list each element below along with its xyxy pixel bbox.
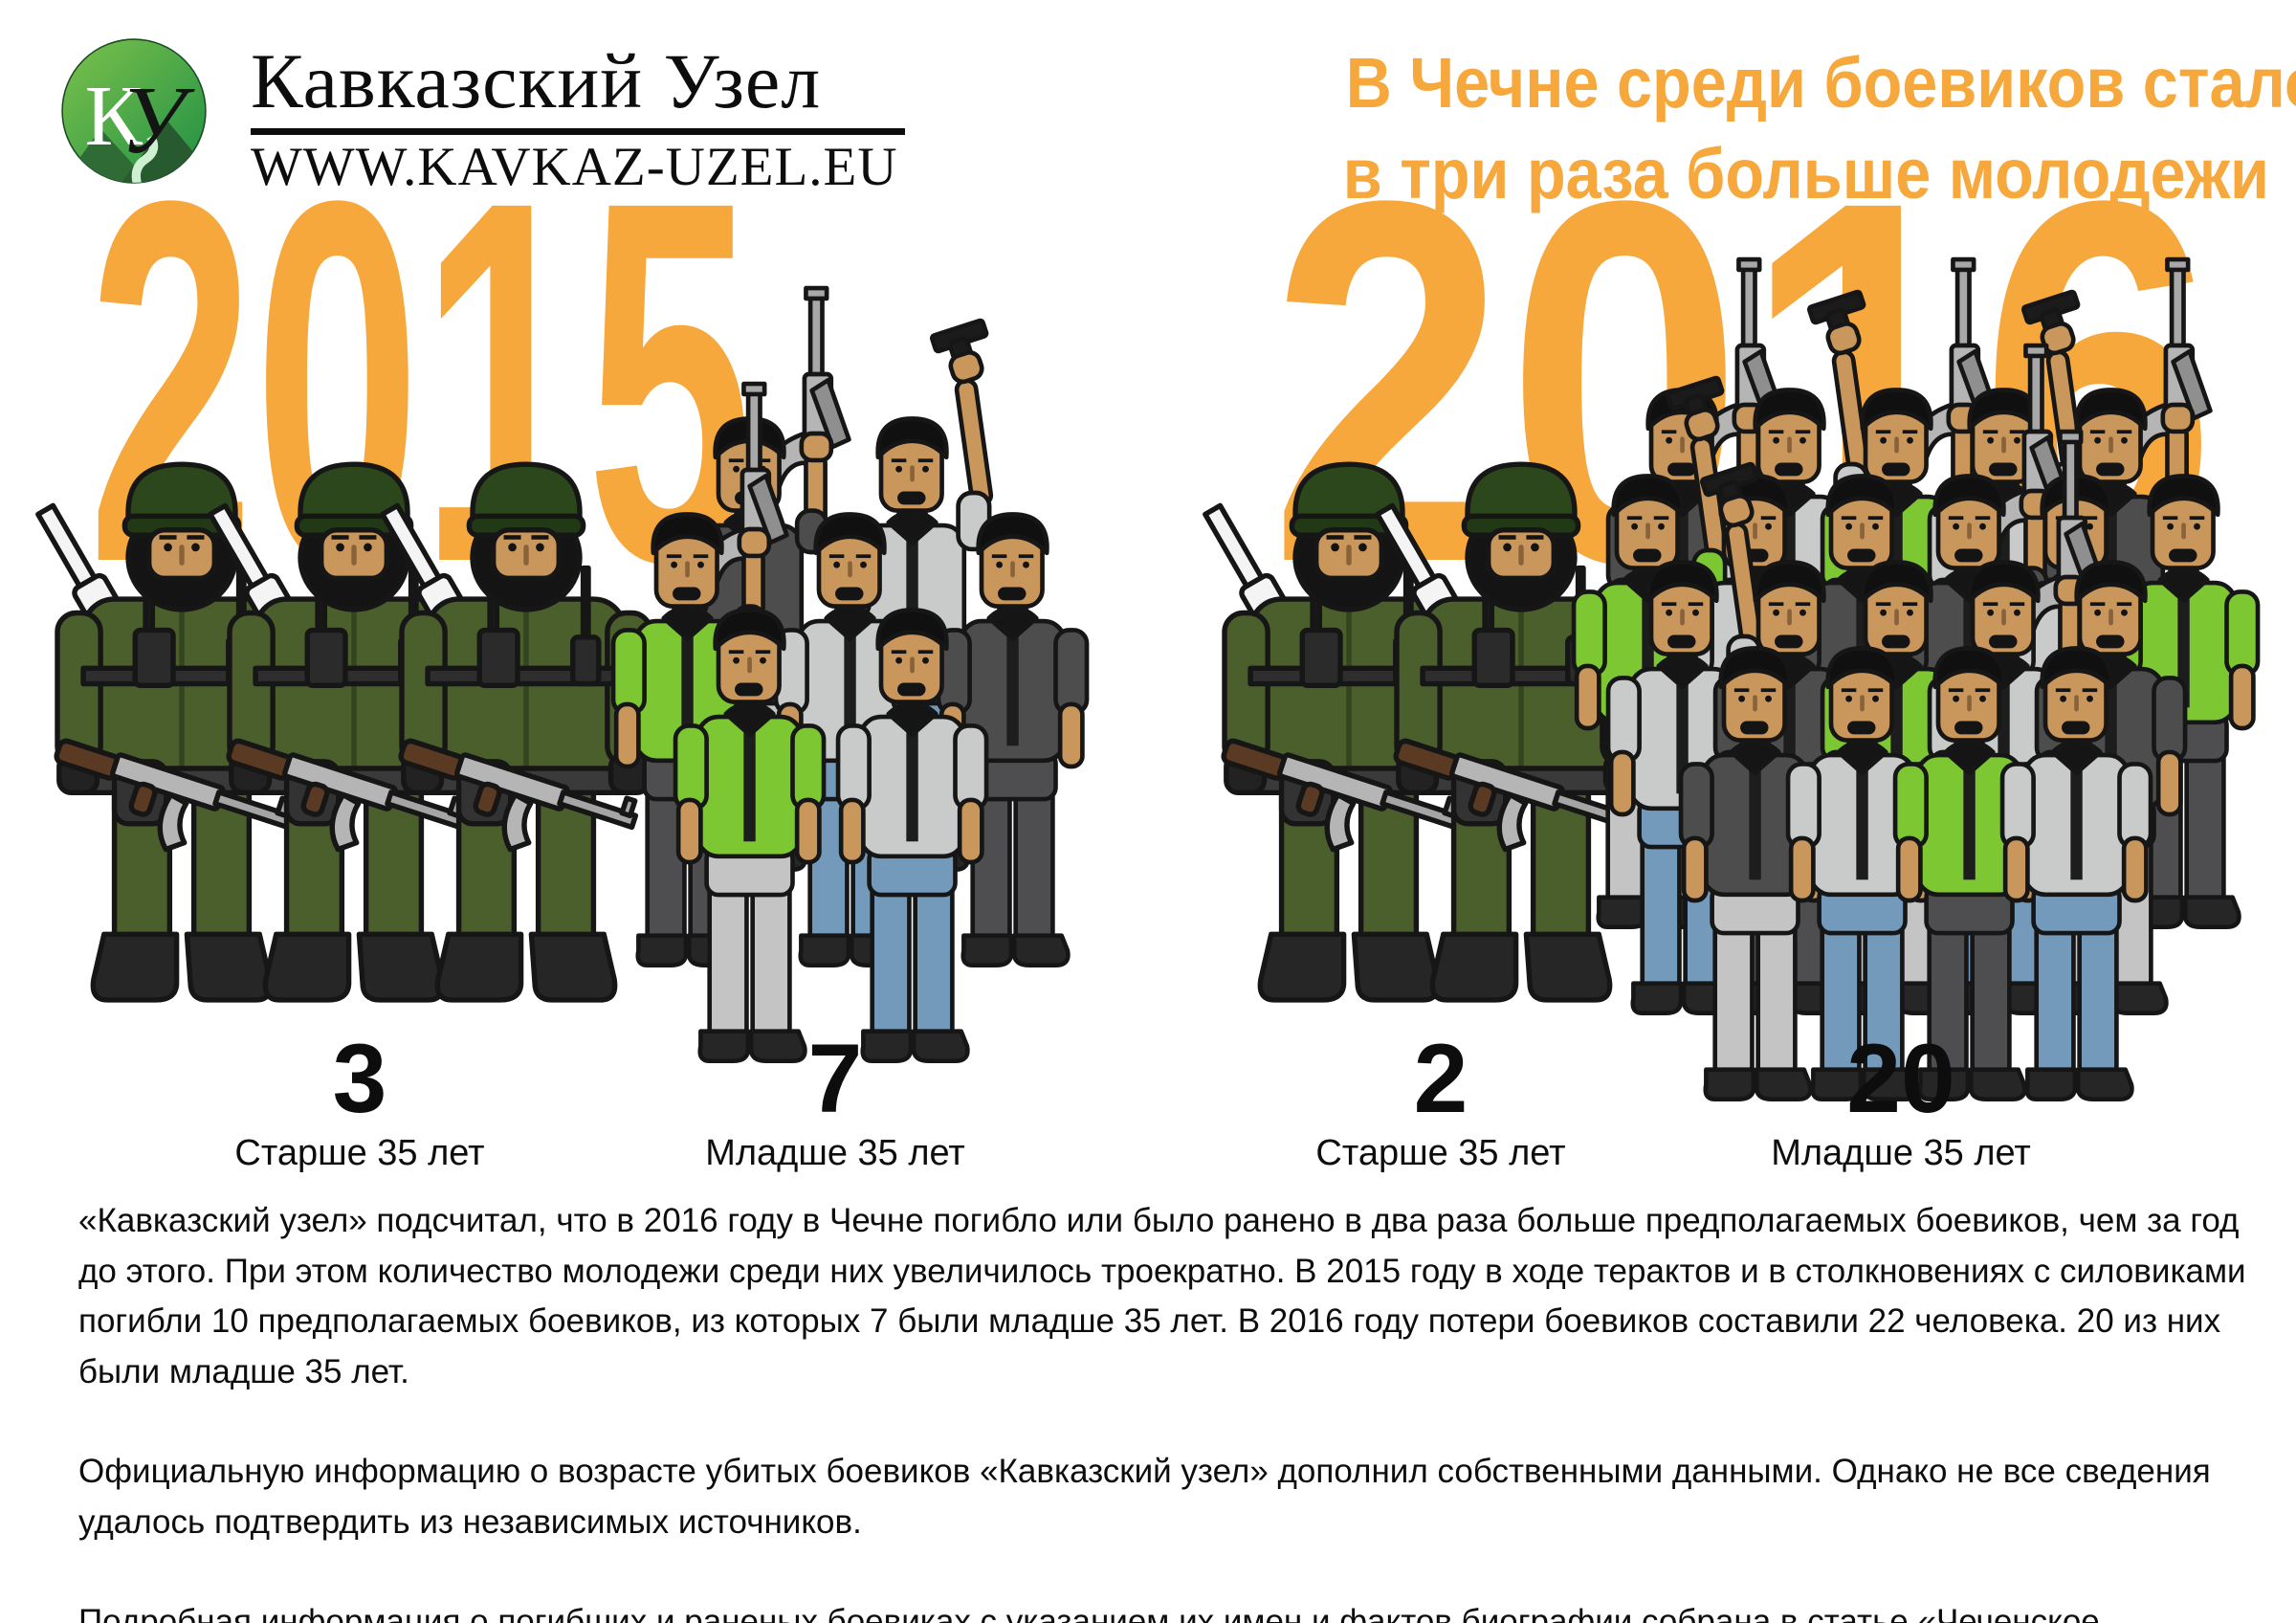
stat-label: Младше 35 лет — [705, 1133, 965, 1173]
headline-line2: в три раза больше молодежи — [1342, 133, 2270, 213]
kavkaz-uzel-logo-icon: К У — [61, 38, 207, 184]
logo-letter-u: У — [121, 66, 196, 173]
paragraph-2: Официальную информацию о возрасте убитых… — [78, 1453, 2211, 1541]
stat-2016-over35: 2 Старше 35 лет — [1230, 1030, 1651, 1175]
logo-letter-k: К — [85, 68, 144, 164]
brand-url: WWW.KAVKAZ-UZEL.EU — [251, 137, 898, 197]
brand-divider — [251, 128, 905, 135]
stat-label: Младше 35 лет — [1771, 1133, 2031, 1173]
paragraph-3: Подробная информация о погибших и ранены… — [78, 1603, 2100, 1623]
stat-2015-over35: 3 Старше 35 лет — [149, 1030, 570, 1175]
brand-title: Кавказский Узел — [251, 37, 822, 124]
stat-2015-under35: 7 Младше 35 лет — [625, 1030, 1046, 1175]
headline-line1: В Чечне среди боевиков стало — [1345, 43, 2296, 122]
stat-value: 3 — [332, 1024, 387, 1133]
stat-2016-under35: 20 Младше 35 лет — [1690, 1030, 2111, 1175]
stat-label: Старше 35 лет — [234, 1133, 485, 1173]
stat-value: 2 — [1413, 1024, 1468, 1133]
stat-value: 7 — [807, 1024, 863, 1133]
militants-under35-2016 — [1523, 256, 2279, 1127]
article-text: «Кавказский узел» подсчитал, что в 2016 … — [78, 1196, 2248, 1623]
brand-block: Кавказский Узел WWW.KAVKAZ-UZEL.EU — [251, 42, 920, 196]
stat-label: Старше 35 лет — [1315, 1133, 1566, 1173]
paragraph-1: «Кавказский узел» подсчитал, что в 2016 … — [78, 1202, 2246, 1390]
militants-under35-2015 — [564, 285, 1106, 1079]
headline: В Чечне среди боевиков стало в три раза … — [1292, 38, 2296, 219]
stat-value: 20 — [1846, 1024, 1955, 1133]
